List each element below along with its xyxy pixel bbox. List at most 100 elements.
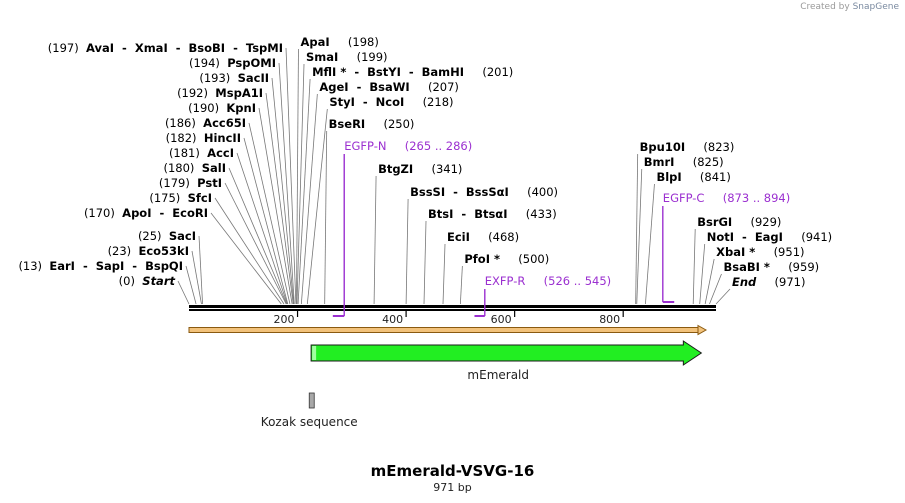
enzyme-name: SacI — [169, 229, 196, 243]
feature-kozak: Kozak sequence — [261, 392, 358, 429]
enzyme-name: SapI — [96, 259, 125, 273]
enzyme-name: BstYI — [367, 65, 401, 79]
enzyme-name: AccI — [207, 146, 234, 160]
kozak-box — [308, 392, 315, 409]
site-position: (198) — [330, 35, 379, 49]
leader-ecii — [442, 243, 446, 305]
site-position: (194) — [189, 56, 227, 70]
enzyme-name: ApaI — [300, 35, 329, 49]
site-position: (175) — [149, 191, 187, 205]
site-position: (500) — [500, 252, 549, 266]
enzyme-name: Bpu10I — [640, 140, 685, 154]
site-position: (23) — [108, 244, 139, 258]
site-label-bsrgi: BsrGI (929) — [697, 215, 781, 229]
enzyme-name: AgeI — [319, 80, 348, 94]
site-label-apoi: (170) ApoI - EcoRI — [84, 206, 208, 220]
site-position: (841) — [682, 170, 731, 184]
enzyme-name: - — [401, 65, 422, 79]
site-position: (0) — [119, 274, 143, 288]
site-position: (179) — [159, 176, 197, 190]
map-length: 971 bp — [433, 481, 472, 494]
site-label-saci: (25) SacI — [138, 229, 196, 243]
site-position: (207) — [410, 80, 459, 94]
leader-sfci — [214, 197, 285, 305]
leader-psti — [224, 182, 287, 305]
enzyme-name: BtgZI — [378, 162, 413, 176]
enzyme-name: PfoI * — [464, 252, 500, 266]
site-position: (250) — [365, 117, 414, 131]
site-position: (971) — [756, 275, 805, 289]
feature-memerald: mEmerald — [310, 340, 703, 382]
enzyme-name: KpnI — [226, 101, 256, 115]
enzyme-name: BssSαI — [466, 185, 509, 199]
leader-mfli — [297, 78, 311, 305]
leader-bsrgi — [692, 228, 696, 305]
site-label-end: End (971) — [732, 275, 805, 289]
site-position: (929) — [732, 215, 781, 229]
leader-acc65i — [248, 122, 291, 305]
site-label-smai: SmaI (199) — [306, 50, 388, 64]
enzyme-name: ApoI — [122, 206, 151, 220]
primer-label: EXFP-R (526 .. 545) — [485, 274, 611, 288]
tick-label-200: 200 — [274, 313, 295, 326]
enzyme-name: SacII — [238, 71, 269, 85]
tick-label-800: 800 — [599, 313, 620, 326]
enzyme-name: SfcI — [188, 191, 212, 205]
site-position: (400) — [509, 185, 558, 199]
site-position: (433) — [507, 207, 556, 221]
enzyme-name: NotI — [707, 230, 734, 244]
enzyme-name: - — [225, 41, 246, 55]
site-label-avai: (197) AvaI - XmaI - BsoBI - TspMI — [48, 41, 283, 55]
memerald-label: mEmerald — [467, 368, 529, 382]
insert-bar-arrowhead — [697, 324, 708, 336]
enzyme-name: AvaI — [86, 41, 114, 55]
enzyme-name: - — [355, 95, 376, 109]
enzyme-name: - — [349, 80, 370, 94]
backbone-bottom-strand — [189, 309, 716, 311]
site-position: (959) — [770, 260, 819, 274]
enzyme-name: - — [114, 41, 135, 55]
map-title: mEmerald-VSVG-16 — [370, 462, 535, 480]
site-label-pfoi: PfoI * (500) — [464, 252, 549, 266]
site-label-acc65i: (186) Acc65I — [165, 116, 246, 130]
site-label-blpi: BlpI (841) — [656, 170, 730, 184]
site-label-bseri: BseRI (250) — [329, 117, 415, 131]
leader-smai — [296, 63, 305, 305]
leader-mspa1i — [265, 92, 294, 305]
enzyme-name: BtsI — [428, 207, 453, 221]
enzyme-name: BamHI — [422, 65, 464, 79]
site-label-noti: NotI - EagI (941) — [707, 230, 832, 244]
tick-label-600: 600 — [491, 313, 512, 326]
enzyme-name: - — [346, 65, 367, 79]
enzyme-name: EagI — [755, 230, 783, 244]
site-label-psti: (179) PstI — [159, 176, 222, 190]
leader-pfoi — [459, 265, 463, 305]
site-label-bsabi: BsaBI * (959) — [723, 260, 819, 274]
site-position: (941) — [783, 230, 832, 244]
memerald-arrow — [310, 340, 703, 366]
enzyme-name: EciI — [447, 230, 470, 244]
leader-acci — [236, 152, 288, 305]
site-position: (186) — [165, 116, 203, 130]
site-position: (951) — [755, 245, 804, 259]
site-label-bmri: BmrI (825) — [644, 155, 724, 169]
leader-kpni — [258, 107, 293, 305]
leader-bseri — [324, 130, 328, 305]
enzyme-name: - — [453, 207, 474, 221]
site-label-btgzi: BtgZI (341) — [378, 162, 462, 176]
leader-bmri — [636, 168, 643, 305]
leader-bsabi — [709, 273, 722, 305]
site-label-mspa1i: (192) MspA1I — [177, 86, 263, 100]
site-label-mfli: MflI * - BstYI - BamHI (201) — [312, 65, 513, 79]
enzyme-name: NcoI — [376, 95, 405, 109]
enzyme-name: BsoBI — [189, 41, 226, 55]
enzyme-name: PstI — [197, 176, 222, 190]
leader-sali — [228, 167, 288, 305]
enzyme-name: EarI — [49, 259, 75, 273]
site-position: (197) — [48, 41, 86, 55]
site-label-kpni: (190) KpnI — [188, 101, 256, 115]
enzyme-name: MspA1I — [215, 86, 263, 100]
enzyme-name: BmrI — [644, 155, 675, 169]
enzyme-name: End — [732, 275, 757, 289]
enzyme-name: SalI — [202, 161, 226, 175]
